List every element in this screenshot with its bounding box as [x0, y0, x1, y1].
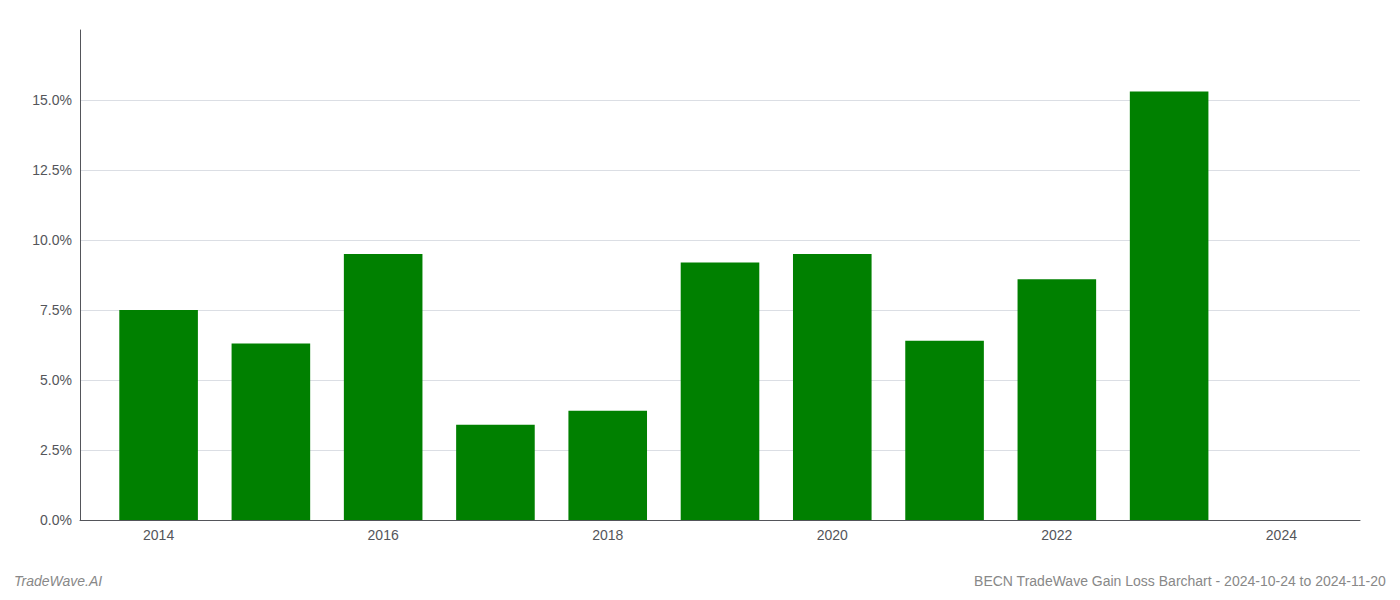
svg-text:12.5%: 12.5% [32, 162, 72, 178]
svg-text:2024: 2024 [1266, 527, 1297, 543]
svg-text:7.5%: 7.5% [40, 302, 72, 318]
svg-text:2022: 2022 [1041, 527, 1072, 543]
svg-text:5.0%: 5.0% [40, 372, 72, 388]
svg-text:2.5%: 2.5% [40, 442, 72, 458]
svg-text:2020: 2020 [817, 527, 848, 543]
svg-text:BECN TradeWave Gain Loss Barch: BECN TradeWave Gain Loss Barchart - 2024… [974, 573, 1386, 589]
svg-text:2016: 2016 [368, 527, 399, 543]
svg-text:TradeWave.AI: TradeWave.AI [14, 573, 102, 589]
svg-text:10.0%: 10.0% [32, 232, 72, 248]
svg-text:15.0%: 15.0% [32, 92, 72, 108]
svg-text:2014: 2014 [143, 527, 174, 543]
svg-text:2018: 2018 [592, 527, 623, 543]
svg-text:0.0%: 0.0% [40, 512, 72, 528]
